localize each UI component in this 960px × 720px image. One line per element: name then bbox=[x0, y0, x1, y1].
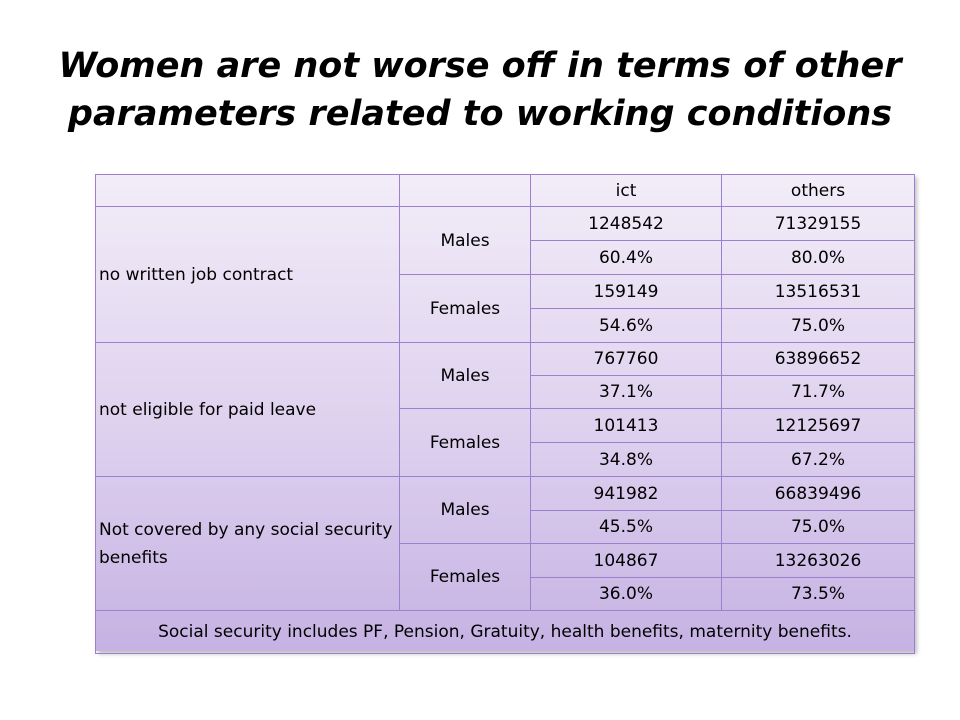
table-row: 34.8% 67.2% bbox=[96, 442, 915, 477]
group-label-no-contract: no written job contract bbox=[95, 206, 400, 343]
slide-title: Women are not worse off in terms of othe… bbox=[40, 42, 920, 138]
header-cell-blank-1 bbox=[95, 174, 400, 207]
group-label-social-security: Not covered by any social security benef… bbox=[95, 476, 400, 611]
cell-count-ict: 159149 bbox=[530, 274, 722, 309]
cell-count-ict: 101413 bbox=[530, 408, 722, 443]
table-header-row: ict others bbox=[95, 174, 915, 207]
data-table-container: ict others no written job contract Males… bbox=[95, 174, 915, 654]
cell-count-others: 66839496 bbox=[721, 476, 915, 511]
sex-label-males: Males bbox=[399, 342, 531, 409]
cell-count-others: 71329155 bbox=[721, 206, 915, 241]
table-row: 45.5% 75.0% bbox=[96, 510, 915, 544]
cell-pct-others: 80.0% bbox=[721, 240, 915, 275]
group-label-paid-leave: not eligible for paid leave bbox=[95, 342, 400, 477]
sex-label-females: Females bbox=[399, 274, 531, 343]
cell-pct-others: 75.0% bbox=[721, 510, 915, 544]
cell-pct-ict: 54.6% bbox=[530, 308, 722, 343]
cell-pct-others: 67.2% bbox=[721, 442, 915, 477]
table-row: 36.0% 73.5% bbox=[96, 577, 915, 611]
cell-count-ict: 767760 bbox=[530, 342, 722, 376]
title-line-2: parameters related to working conditions bbox=[67, 94, 893, 134]
cell-pct-ict: 36.0% bbox=[530, 577, 722, 611]
header-cell-ict: ict bbox=[530, 174, 722, 207]
sex-label-females: Females bbox=[399, 408, 531, 477]
cell-count-others: 12125697 bbox=[721, 408, 915, 443]
table-row: 60.4% 80.0% bbox=[96, 240, 915, 275]
title-line-1: Women are not worse off in terms of othe… bbox=[58, 46, 902, 86]
table-row: Females 104867 13263026 bbox=[96, 543, 915, 611]
cell-count-ict: 1248542 bbox=[530, 206, 722, 241]
cell-pct-ict: 34.8% bbox=[530, 442, 722, 477]
table-row: 37.1% 71.7% bbox=[96, 375, 915, 409]
cell-count-ict: 104867 bbox=[530, 543, 722, 578]
table-footer-row: Social security includes PF, Pension, Gr… bbox=[95, 610, 915, 654]
table-row: Not covered by any social security benef… bbox=[95, 476, 915, 611]
sex-label-females: Females bbox=[399, 543, 531, 611]
table-row: Females 101413 12125697 bbox=[96, 408, 915, 477]
cell-count-others: 13516531 bbox=[721, 274, 915, 309]
working-conditions-table: ict others no written job contract Males… bbox=[95, 174, 915, 654]
cell-pct-ict: 37.1% bbox=[530, 375, 722, 409]
table-row: no written job contract Males 1248542 71… bbox=[95, 206, 915, 343]
sex-label-males: Males bbox=[399, 476, 531, 544]
sex-label-males: Males bbox=[399, 206, 531, 275]
table-footnote: Social security includes PF, Pension, Gr… bbox=[95, 610, 915, 654]
header-cell-others: others bbox=[721, 174, 915, 207]
cell-pct-others: 73.5% bbox=[721, 577, 915, 611]
table-row: not eligible for paid leave Males 767760… bbox=[95, 342, 915, 477]
table-row: 54.6% 75.0% bbox=[96, 308, 915, 343]
cell-pct-ict: 60.4% bbox=[530, 240, 722, 275]
cell-count-others: 63896652 bbox=[721, 342, 915, 376]
header-cell-blank-2 bbox=[399, 174, 531, 207]
cell-pct-others: 71.7% bbox=[721, 375, 915, 409]
cell-pct-ict: 45.5% bbox=[530, 510, 722, 544]
cell-count-others: 13263026 bbox=[721, 543, 915, 578]
cell-pct-others: 75.0% bbox=[721, 308, 915, 343]
cell-count-ict: 941982 bbox=[530, 476, 722, 511]
